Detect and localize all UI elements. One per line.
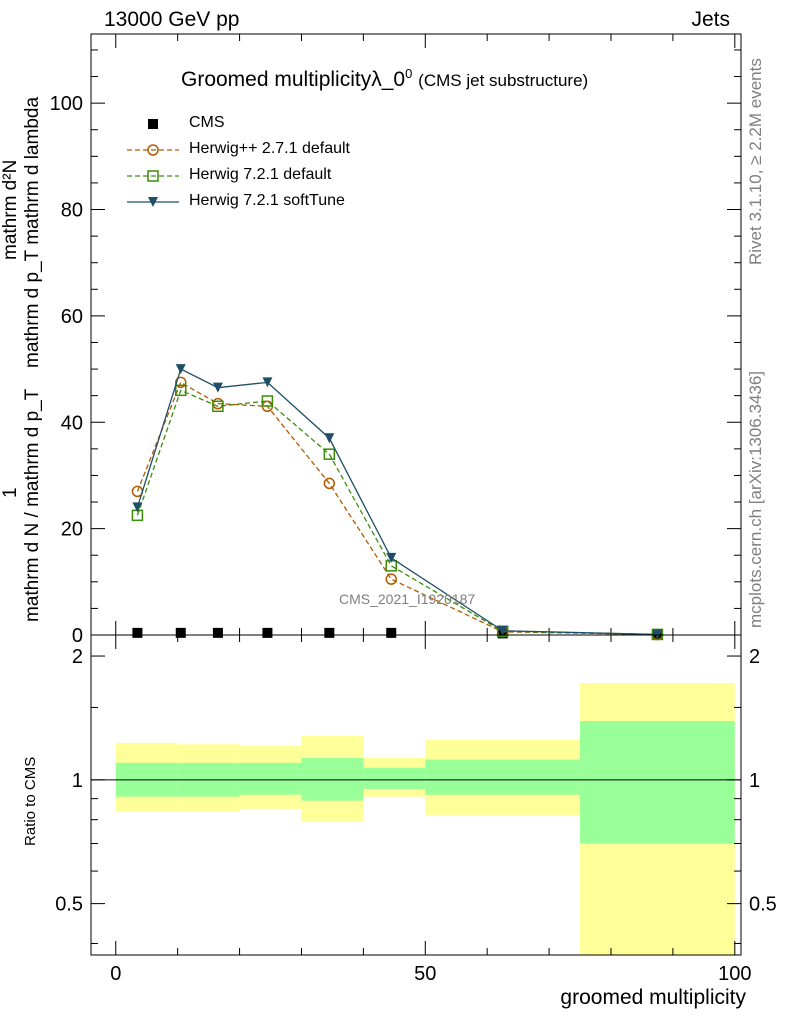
title-sub: (CMS jet substructure) xyxy=(418,71,589,90)
legend-label-herwigpp: Herwig++ 2.7.1 default xyxy=(189,140,350,157)
data-point xyxy=(212,400,224,413)
ratio-y-tick-label: 0.5 xyxy=(55,894,83,916)
ratio-inner-band xyxy=(239,762,302,795)
data-point xyxy=(261,395,274,407)
legend-label-herwig-softtune: Herwig 7.2.1 softTune xyxy=(189,192,345,209)
ratio-y-tick-label: 2 xyxy=(72,646,83,668)
ratio-y-tick-label: 1 xyxy=(72,770,83,792)
y-tick-label: 80 xyxy=(61,200,83,222)
ratio-axis-label: Ratio to CMS xyxy=(22,756,39,846)
legend-marker xyxy=(148,119,158,129)
title-main: Groomed multiplicity xyxy=(181,68,372,91)
ratio-inner-band xyxy=(425,759,581,795)
data-point xyxy=(385,573,397,585)
legend-label-herwig-default: Herwig 7.2.1 default xyxy=(189,166,332,183)
legend-marker xyxy=(148,197,158,207)
data-point xyxy=(386,552,397,563)
data-point xyxy=(386,627,397,638)
ratio-panel: 0 50 100 0.5 0.5 1 1 2 2 xyxy=(55,634,777,985)
legend-marker xyxy=(147,170,159,182)
plot-title: Groomed multiplicityλ_00 (CMS jet substr… xyxy=(181,66,588,92)
ratio-y-tick-label: 0.5 xyxy=(749,894,777,916)
data-point xyxy=(262,627,273,638)
ratio-inner-band xyxy=(363,767,426,789)
data-point xyxy=(175,376,187,389)
data-point xyxy=(323,448,336,460)
data-point xyxy=(262,377,273,388)
data-point xyxy=(323,477,336,490)
title-symbol: λ_0 xyxy=(371,68,406,91)
rivet-label: Rivet 3.1.10, ≥ 2.2M events xyxy=(746,58,765,265)
data-point xyxy=(132,502,143,513)
legend-marker xyxy=(147,144,159,156)
mcplots-label: mcplots.cern.ch [arXiv:1306.3436] xyxy=(746,370,765,628)
series-line xyxy=(136,381,658,636)
energy-label: 13000 GeV pp xyxy=(104,8,240,31)
series-line xyxy=(136,389,658,636)
data-point xyxy=(497,625,508,636)
ratio-inner-band xyxy=(301,758,364,801)
data-point xyxy=(175,627,186,638)
data-point xyxy=(212,382,223,393)
data-point xyxy=(175,384,187,397)
x-tick-label: 0 xyxy=(110,963,121,985)
data-point xyxy=(324,433,335,444)
ratio-frame xyxy=(90,634,742,956)
y-tick-label: 60 xyxy=(61,306,83,328)
data-point xyxy=(324,627,335,638)
y-tick-label: 0 xyxy=(72,625,83,647)
analysis-watermark: CMS_2021_I1920187 xyxy=(339,591,476,607)
ratio-y-tick-label: 1 xyxy=(749,770,760,792)
data-point xyxy=(212,627,223,638)
x-axis-label: groomed multiplicity xyxy=(560,986,746,1009)
x-tick-label: 50 xyxy=(414,963,436,985)
y-axis-label-frac-bottom: mathrm d p_T mathrm d lambda xyxy=(22,96,43,368)
series-line xyxy=(136,368,658,636)
legend-label-cms: CMS xyxy=(189,114,225,131)
main-panel: 0 20 40 60 80 100 xyxy=(50,33,742,647)
data-point xyxy=(132,627,143,638)
y-tick-label: 40 xyxy=(61,412,83,434)
ratio-y-tick-label: 2 xyxy=(749,646,760,668)
x-tick-label: 100 xyxy=(718,963,751,985)
title-superscript: 0 xyxy=(405,66,413,81)
data-point xyxy=(175,364,186,375)
y-axis-label-prefix-num: 1 xyxy=(0,487,21,498)
y-axis-label-frac-top: mathrm d²N xyxy=(0,159,21,260)
y-axis-label-prefix-den: mathrm d N / mathrm d p_T xyxy=(22,388,43,622)
y-tick-label: 100 xyxy=(50,93,83,115)
data-point xyxy=(652,629,663,640)
ratio-inner-band xyxy=(580,721,735,844)
y-tick-label: 20 xyxy=(61,519,83,541)
process-label: Jets xyxy=(691,8,730,31)
